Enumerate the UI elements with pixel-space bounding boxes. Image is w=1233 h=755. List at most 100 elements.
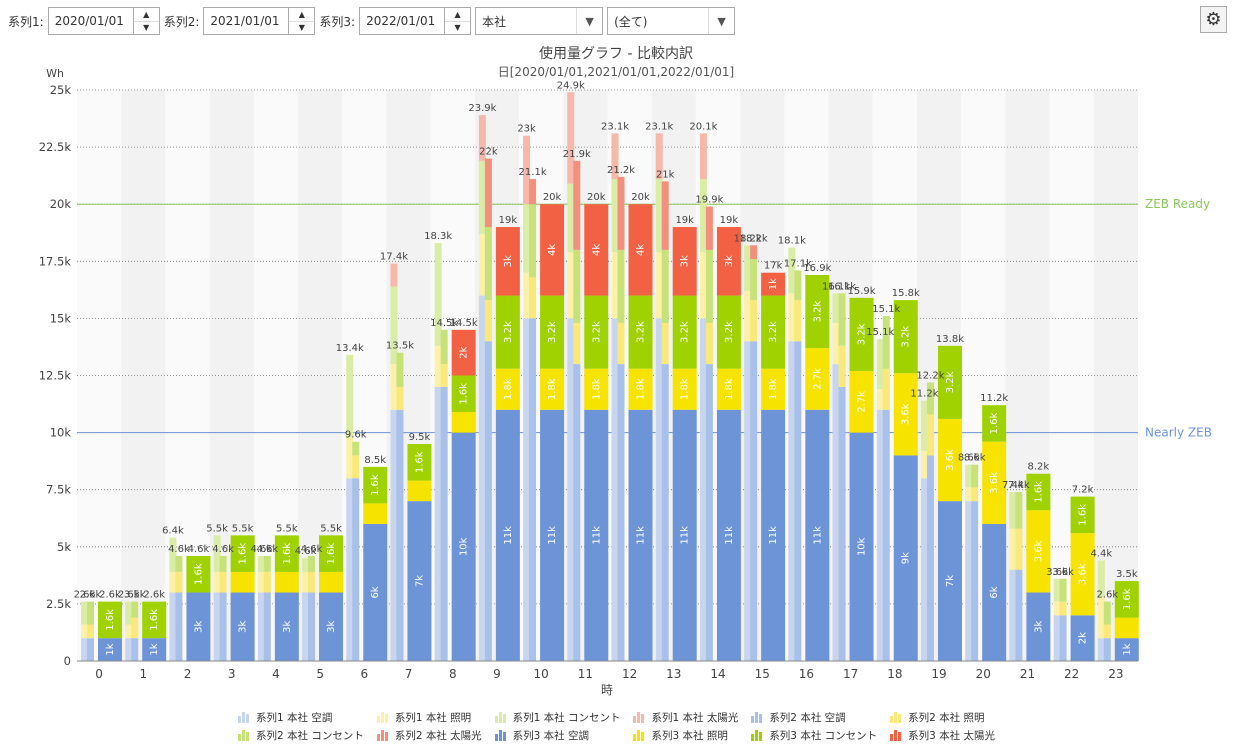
bar-segment: [302, 592, 310, 661]
legend-item[interactable]: 系列3 本社 太陽光: [890, 728, 998, 743]
series3-date-value[interactable]: 2022/01/01: [366, 14, 436, 28]
segment-value-label: 1.6k: [1122, 588, 1133, 610]
x-tick-label: 7: [405, 667, 413, 681]
bar-total-label: 5.5k: [206, 523, 228, 534]
bar-segment: [257, 555, 265, 572]
segment-value-label: 2.7k: [812, 368, 823, 390]
spin-up-icon[interactable]: ▲: [445, 8, 471, 22]
bar-segment: [274, 571, 299, 593]
series2-date-spinner[interactable]: ▲ ▼: [288, 8, 315, 34]
legend-item[interactable]: 系列1 本社 コンセント: [494, 710, 624, 725]
bar-total-label: 5.5k: [320, 523, 342, 534]
spin-down-icon[interactable]: ▼: [454, 23, 461, 33]
bar-segment: [832, 364, 840, 661]
bar-segment: [169, 537, 177, 572]
spin-down-icon[interactable]: ▼: [298, 23, 305, 33]
bar-segment: [716, 409, 741, 661]
chart-legend: 系列1 本社 空調 系列1 本社 照明 系列1 本社 コンセント 系列1 本社 太陽光…: [238, 710, 998, 743]
bar-segment: [788, 247, 796, 294]
x-tick-label: 22: [1064, 667, 1079, 681]
bar-total-label: 24.9k: [557, 80, 585, 91]
bar-segment: [213, 571, 221, 593]
bar-segment: [396, 386, 404, 410]
series2-date-field[interactable]: 2021/01/01 ▲ ▼: [203, 7, 316, 35]
series2-date-value[interactable]: 2021/01/01: [210, 14, 280, 28]
chevron-down-icon[interactable]: ▼: [576, 8, 602, 34]
legend-item[interactable]: 系列2 本社 照明: [890, 710, 998, 725]
legend-swatch-icon: [633, 712, 645, 723]
y-tick-label: 7.5k: [46, 483, 71, 497]
legend-item[interactable]: 系列3 本社 照明: [633, 728, 741, 743]
bar-segment: [573, 322, 581, 365]
settings-button[interactable]: ⚙: [1200, 6, 1227, 33]
bar-total-label: 2.6k: [118, 590, 140, 601]
legend-label: 系列1 本社 空調: [256, 712, 333, 724]
bar-segment: [838, 293, 846, 346]
segment-value-label: 3.2k: [857, 323, 868, 345]
bar-segment: [529, 277, 537, 319]
bar-segment: [186, 555, 211, 593]
bar-total-label: 22k: [479, 147, 498, 158]
bar-segment: [230, 535, 255, 572]
series1-date-field[interactable]: 2020/01/01 ▲ ▼: [47, 7, 160, 35]
bar-total-label: 23.1k: [601, 121, 629, 132]
bar-segment: [131, 601, 139, 618]
segment-value-label: 3k: [724, 255, 735, 267]
x-tick-label: 20: [976, 667, 991, 681]
segment-value-label: 3.2k: [680, 321, 691, 343]
legend-item[interactable]: 系列2 本社 空調: [751, 710, 880, 725]
series3-date-field[interactable]: 2022/01/01 ▲ ▼: [359, 7, 472, 35]
bar-segment: [750, 300, 758, 342]
chevron-down-icon[interactable]: ▼: [708, 8, 734, 34]
x-tick-label: 11: [578, 667, 593, 681]
site-select[interactable]: 本社 ▼: [475, 7, 604, 35]
legend-item[interactable]: 系列3 本社 空調: [494, 728, 624, 743]
legend-item[interactable]: 系列2 本社 コンセント: [238, 728, 367, 743]
legend-swatch-icon: [494, 712, 507, 723]
bar-segment: [352, 455, 360, 479]
bar-segment: [661, 364, 669, 661]
legend-item[interactable]: 系列1 本社 照明: [376, 710, 485, 725]
series3-date-spinner[interactable]: ▲ ▼: [444, 8, 471, 34]
spin-up-icon[interactable]: ▲: [289, 8, 315, 22]
segment-value-label: 1.8k: [768, 378, 779, 400]
bar-total-label: 20k: [543, 192, 562, 203]
bar-segment: [876, 389, 884, 410]
bar-segment: [716, 227, 741, 296]
bar-segment: [363, 503, 388, 524]
filter-select[interactable]: (全て) ▼: [607, 7, 736, 35]
series1-date-value[interactable]: 2020/01/01: [54, 14, 124, 28]
spin-up-icon[interactable]: ▲: [133, 8, 159, 22]
legend-label: 系列3 本社 太陽光: [908, 730, 996, 742]
bar-total-label: 15.1k: [866, 327, 894, 338]
bar-segment: [567, 252, 575, 319]
segment-value-label: 10k: [857, 537, 868, 556]
bar-segment: [971, 501, 979, 661]
x-tick-label: 9: [493, 667, 501, 681]
bar-segment: [655, 179, 663, 253]
x-tick-label: 10: [534, 667, 549, 681]
bar-segment: [699, 318, 707, 661]
bar-segment: [672, 227, 697, 296]
bar-segment: [655, 252, 663, 319]
segment-value-label: 1.6k: [459, 383, 470, 405]
bar-segment: [257, 571, 265, 593]
bar-segment: [302, 558, 310, 572]
bar-segment: [529, 179, 537, 205]
legend-item[interactable]: 系列3 本社 コンセント: [751, 728, 880, 743]
legend-item[interactable]: 系列1 本社 空調: [238, 710, 367, 725]
y-tick-label: 12.5k: [39, 369, 72, 383]
legend-item[interactable]: 系列2 本社 太陽光: [376, 728, 485, 743]
legend-label: 系列1 本社 照明: [394, 712, 472, 724]
segment-value-label: 11k: [636, 526, 647, 545]
bar-segment: [495, 368, 520, 410]
bar-total-label: 8.6k: [958, 453, 980, 464]
legend-item[interactable]: 系列1 本社 太陽光: [633, 710, 741, 725]
bar-segment: [390, 263, 398, 287]
bar-segment: [794, 270, 802, 301]
segment-value-label: 9k: [901, 552, 912, 564]
series1-date-spinner[interactable]: ▲ ▼: [132, 8, 159, 34]
bar-segment: [81, 638, 88, 661]
spin-down-icon[interactable]: ▼: [143, 23, 150, 33]
bar-segment: [1097, 638, 1105, 661]
